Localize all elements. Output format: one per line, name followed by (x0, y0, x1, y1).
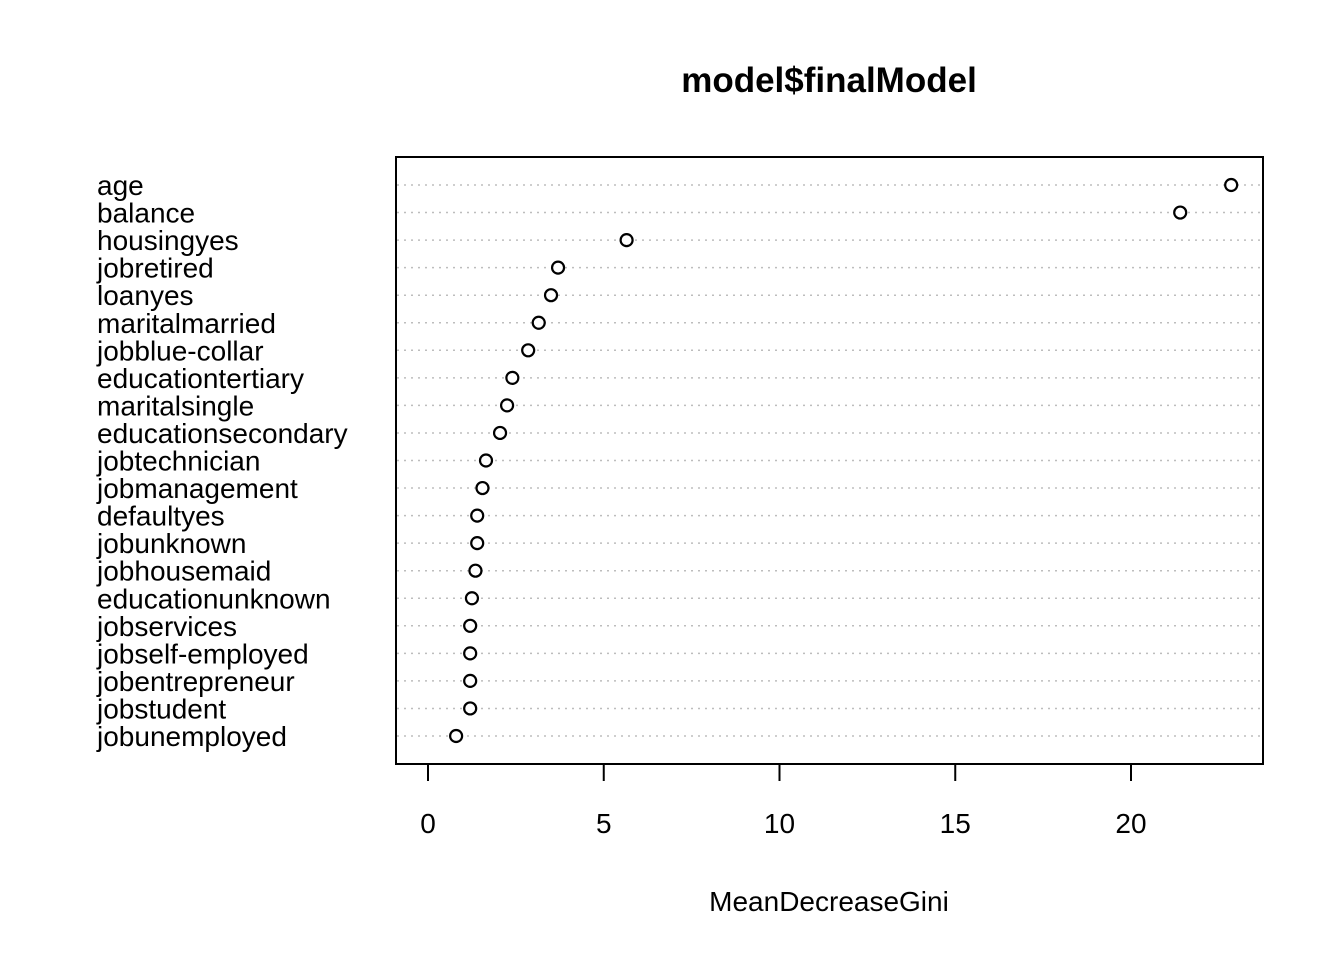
variable-label-educationsecondary: educationsecondary (97, 418, 348, 449)
data-point-maritalmarried (531, 315, 546, 330)
variable-label-defaultyes: defaultyes (97, 501, 225, 532)
data-point-educationsecondary (492, 425, 508, 441)
data-point-jobentrepreneur (463, 673, 478, 689)
variable-labels: agebalancehousingyesjobretiredloanyesmar… (96, 170, 348, 752)
chart-title: model$finalModel (681, 61, 977, 100)
data-point-jobmanagement (475, 480, 490, 496)
variable-label-educationtertiary: educationtertiary (97, 363, 304, 394)
data-point-balance (1173, 205, 1188, 220)
variable-label-educationunknown: educationunknown (97, 583, 331, 614)
x-tick-label-20: 20 (1115, 808, 1146, 839)
x-tick-label-0: 0 (420, 808, 436, 839)
variable-label-jobblue-collar: jobblue-collar (96, 335, 264, 366)
variable-label-jobmanagement: jobmanagement (96, 473, 298, 504)
variable-label-jobunemployed: jobunemployed (96, 721, 287, 752)
data-point-jobretired (550, 260, 566, 275)
variable-label-jobretired: jobretired (96, 253, 214, 284)
x-tick-label-10: 10 (764, 808, 795, 839)
data-point-loanyes (543, 288, 559, 303)
variable-label-jobstudent: jobstudent (96, 693, 226, 724)
variable-label-balance: balance (97, 198, 195, 229)
variable-label-housingyes: housingyes (97, 225, 239, 256)
data-point-jobunemployed (449, 728, 464, 744)
variable-label-loanyes: loanyes (97, 280, 194, 311)
data-point-educationunknown (464, 591, 480, 606)
data-points (449, 177, 1239, 744)
data-point-jobtechnician (478, 453, 494, 468)
x-axis-label: MeanDecreaseGini (709, 886, 949, 917)
data-point-jobunknown (470, 536, 485, 551)
variable-label-jobservices: jobservices (96, 611, 237, 642)
data-point-defaultyes (470, 508, 485, 523)
variable-label-jobtechnician: jobtechnician (96, 446, 260, 477)
grid-lines (397, 184, 1262, 737)
data-point-jobhousemaid (468, 563, 483, 578)
data-point-age (1224, 177, 1239, 193)
variable-label-jobhousemaid: jobhousemaid (96, 556, 271, 587)
variable-label-maritalmarried: maritalmarried (97, 308, 276, 339)
data-point-jobstudent (463, 701, 478, 716)
variable-label-jobself-employed: jobself-employed (96, 638, 309, 669)
data-point-jobself-employed (463, 646, 478, 661)
data-point-educationtertiary (505, 370, 520, 385)
variable-label-jobentrepreneur: jobentrepreneur (96, 666, 295, 697)
data-point-maritalsingle (499, 398, 515, 413)
variable-label-age: age (97, 170, 144, 201)
data-point-jobblue-collar (521, 343, 536, 358)
x-tick-label-15: 15 (940, 808, 971, 839)
variable-label-jobunknown: jobunknown (96, 528, 246, 559)
x-tick-label-5: 5 (596, 808, 612, 839)
x-axis: 0 5 10 15 20 (420, 763, 1147, 839)
variable-label-maritalsingle: maritalsingle (97, 390, 254, 421)
data-point-jobservices (463, 618, 478, 633)
data-point-housingyes (619, 233, 634, 248)
